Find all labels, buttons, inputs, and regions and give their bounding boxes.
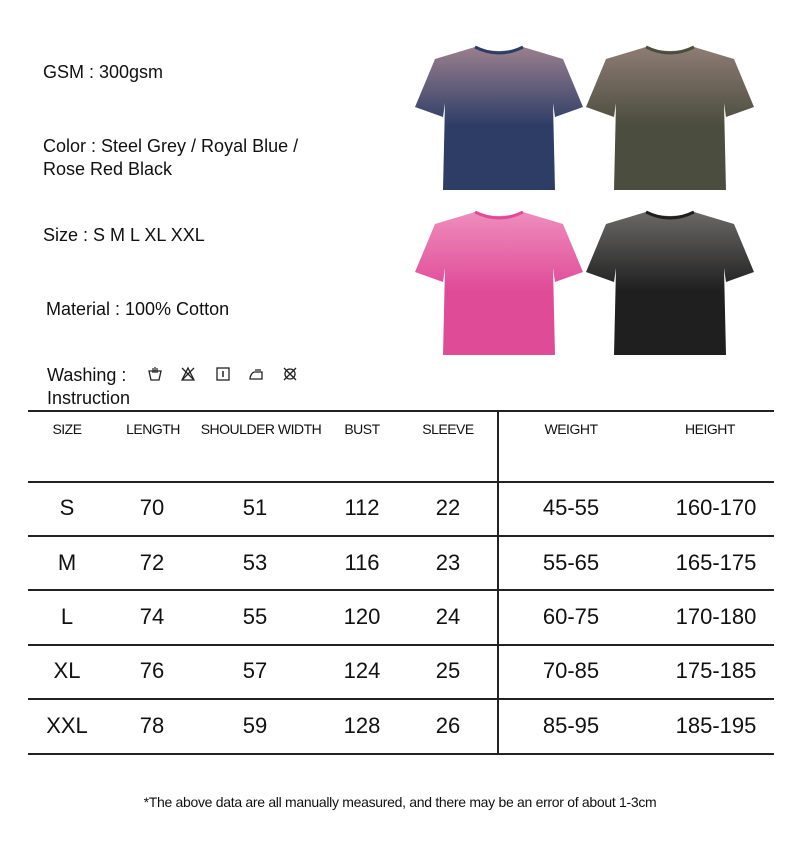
table-top-border [28,410,774,412]
table-cell: 78 [139,713,165,738]
column-header: SIZE [52,421,82,437]
table-cell: 60-75 [542,604,600,629]
table-cell: 22 [435,495,461,520]
table-divider [28,698,774,700]
column-header: WEIGHT [544,421,599,437]
table-column-divider [497,410,499,754]
table-cell: 25 [435,658,461,683]
table-cell: 70-85 [542,658,600,683]
table-cell: 120 [343,604,381,629]
do-not-dry-clean-icon [283,367,297,381]
table-cell: 74 [139,604,165,629]
table-cell: 45-55 [542,495,600,520]
color-spec: Color : Steel Grey / Royal Blue / Rose R… [43,135,298,181]
table-cell: 51 [242,495,268,520]
tshirt-image [415,210,583,355]
hand-wash-icon [148,367,162,381]
table-cell: 85-95 [542,713,600,738]
table-divider [28,644,774,646]
column-header: LENGTH [126,421,180,437]
table-cell: XXL [46,713,88,738]
table-cell: 128 [343,713,381,738]
table-cell: L [60,604,74,629]
table-divider [28,589,774,591]
table-cell: 59 [242,713,268,738]
table-cell: 112 [344,495,380,520]
washing-label-line2: Instruction [47,388,131,408]
table-cell: 170-180 [675,604,757,629]
tshirt-image [586,45,754,190]
table-bottom-border [28,753,774,755]
table-cell: 185-195 [675,713,757,738]
color-spec-line2: Rose Red Black [43,159,173,179]
table-cell: 70 [139,495,165,520]
tshirt-image [586,210,754,355]
table-divider [28,535,774,537]
table-cell: S [59,495,75,520]
table-cell: 24 [435,604,461,629]
table-divider [28,481,774,483]
table-cell: 160-170 [675,495,757,520]
do-not-bleach-icon [180,366,196,381]
tumble-dry-icon [216,367,230,381]
washing-label: Washing : Instruction [47,364,130,410]
iron-icon [249,369,263,380]
table-cell: 23 [435,550,461,575]
table-cell: 57 [242,658,268,683]
gsm-spec: GSM : 300gsm [43,62,164,82]
column-header: SLEEVE [422,421,474,437]
washing-label-line1: Washing : [47,365,127,385]
table-cell: 55-65 [542,550,600,575]
table-cell: M [57,550,77,575]
table-cell: 53 [242,550,268,575]
table-cell: 124 [343,658,381,683]
size-spec: Size : S M L XL XXL [43,225,205,245]
measurement-note: *The above data are all manually measure… [143,794,657,810]
material-spec: Material : 100% Cotton [46,299,230,319]
tshirt-image [415,45,583,190]
table-cell: 165-175 [675,550,757,575]
table-cell: 72 [139,550,165,575]
column-header: BUST [344,421,380,437]
column-header: SHOULDER WIDTH [200,421,322,437]
table-cell: 175-185 [675,658,757,683]
table-cell: 116 [344,550,380,575]
color-spec-line1: Color : Steel Grey / Royal Blue / [43,136,299,156]
table-cell: 76 [139,658,165,683]
table-cell: XL [53,658,81,683]
table-cell: 55 [242,604,268,629]
column-header: HEIGHT [685,421,735,437]
table-cell: 26 [435,713,461,738]
